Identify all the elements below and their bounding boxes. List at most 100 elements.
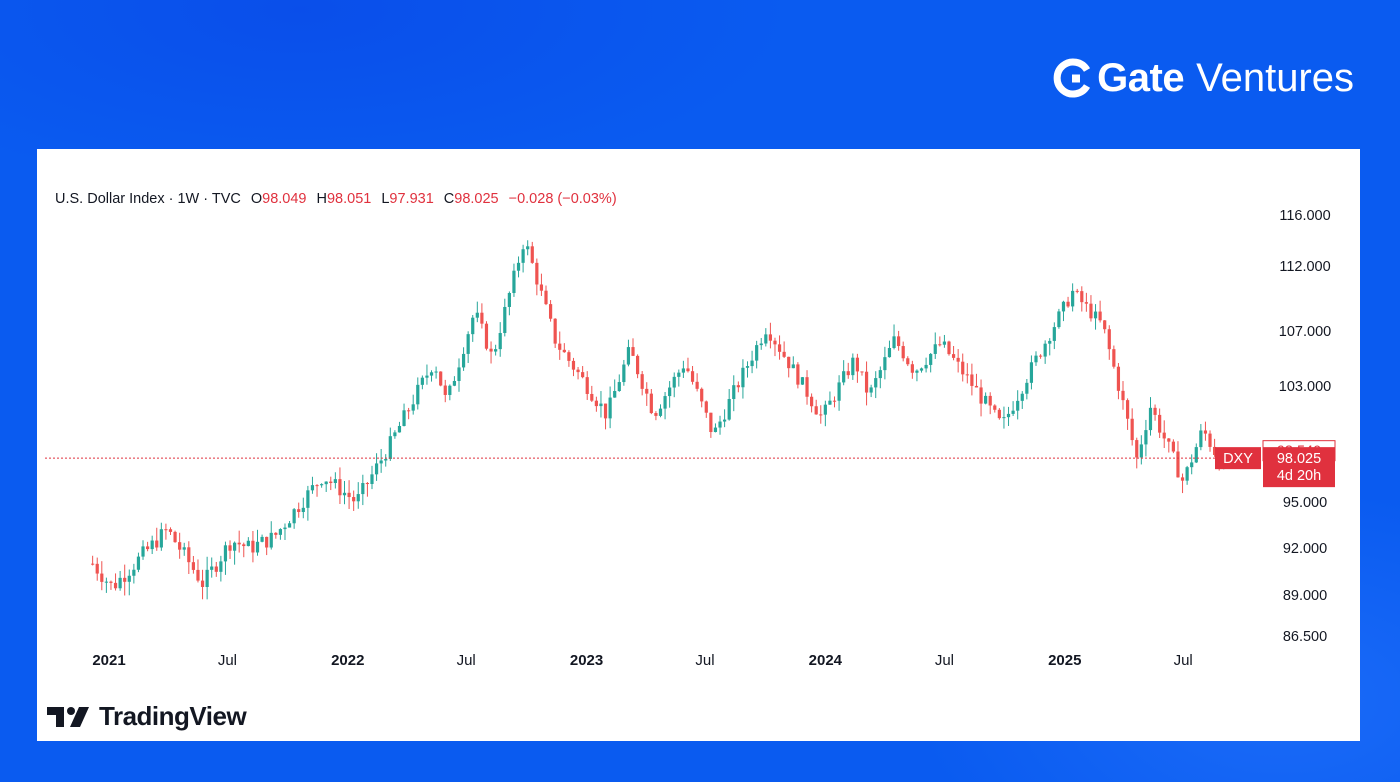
candle-body [1011,410,1015,414]
candle-body [251,540,255,553]
candle-body [168,529,173,532]
candlestick-chart[interactable]: 116.000 112.000 107.000 103.000 95.000 92.000… [37,149,1360,741]
candle-body [1162,432,1166,439]
candle-body [947,341,951,355]
candle-body [938,344,942,346]
candle-body [200,580,205,587]
legend-open-label: O [250,191,263,207]
candle-body [484,323,489,349]
candle-body [791,364,795,369]
candle-body [1125,400,1130,419]
current-price-marker [1263,447,1335,488]
candle-body [1203,430,1208,434]
candle-body [1107,329,1111,350]
candle-body [539,284,544,291]
candle-body [1167,438,1171,442]
tradingview-logo: TradingView [47,701,247,732]
candle-body [297,509,301,513]
legend-open-value: 98.049 [262,191,307,207]
candle-body [393,432,397,437]
candle-body [521,249,525,263]
time-axis-label: 2022 [331,652,364,669]
candle-body [1006,413,1011,418]
candle-body [686,368,690,372]
candle-body [145,546,150,550]
candle-body [287,523,292,528]
candle-body [1148,407,1153,431]
candle-body [910,364,914,373]
candle-body [1190,462,1194,468]
candle-body [416,384,420,405]
symbol-tag-label: DXY [1223,451,1253,467]
candle-body [832,400,837,402]
candle-body [755,345,759,361]
candle-body [1098,311,1102,321]
candle-body [233,542,237,551]
candle-body [407,410,411,412]
candle-body [768,334,772,341]
candle-body [700,388,704,402]
price-axis-label: 116.000 [1279,208,1330,224]
candle-body [439,371,443,386]
candle-body [837,382,841,401]
candle-body [283,527,287,530]
candle-body [1199,430,1203,448]
candle-body [649,393,653,414]
candle-body [1153,407,1157,415]
candle-body [95,563,99,574]
candle-body [503,306,507,334]
candle-body [333,479,337,484]
candle-body [782,351,786,357]
symbol-tag [1215,447,1261,470]
candle-body [988,395,992,406]
candle-body [278,529,283,535]
candle-body [1025,382,1029,394]
candle-body [1208,433,1212,447]
candle-body [329,481,333,484]
candle-body [127,575,131,582]
candle-body [315,485,319,487]
current-price-label: 98.025 [1277,451,1321,467]
candle-body [91,563,95,565]
candle-body [736,385,740,388]
candle-body [242,544,246,547]
candle-body [310,485,315,491]
candle-body [113,582,118,589]
candle-body [132,569,136,576]
candle-body [324,481,328,485]
candle-body [1139,444,1143,458]
candle-body [814,406,818,415]
candle-body [443,385,447,395]
candle-body [1144,430,1148,445]
candle-body [104,581,108,583]
candle-body [984,395,988,404]
candle-body [118,577,122,589]
legend-close-value: 98.025 [454,191,499,207]
time-axis-label: Jul [1174,652,1193,669]
candle-body [379,460,383,464]
candle-body [626,347,631,365]
candle-body [823,404,827,415]
candle-body [777,344,782,352]
legend-low-value: 97.931 [389,191,434,207]
candle-body [617,382,621,392]
candle-body [933,344,937,354]
candle-body [136,556,141,570]
candle-body [448,385,452,395]
candle-body [352,497,356,502]
candle-body [901,346,905,359]
candle-body [970,374,974,386]
candle-body [1130,418,1134,441]
candle-body [750,360,754,367]
candle-body [979,387,983,404]
price-axis-label: 92.000 [1283,541,1327,557]
candle-body [942,341,947,345]
candle-body [819,414,823,416]
candle-body [320,484,324,486]
chart-legend: U.S. Dollar Index · 1W · TVC O 98.049 H 98… [55,191,617,207]
candle-body [374,463,379,475]
candle-body [429,372,434,376]
candle-body [1034,355,1038,363]
candle-body [764,334,768,344]
